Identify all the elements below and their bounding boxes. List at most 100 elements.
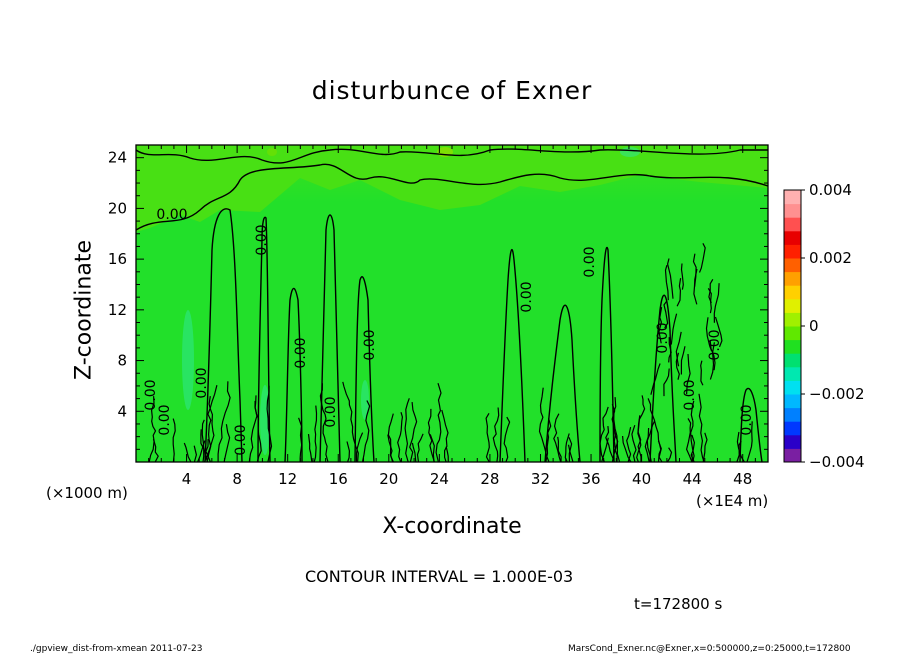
contour-noise <box>644 427 650 463</box>
contour-line <box>499 248 526 463</box>
contour-noise <box>626 426 632 463</box>
colorbar-swatch <box>784 448 801 463</box>
contour-line <box>135 163 769 231</box>
colorbar-swatch <box>784 380 801 395</box>
x-tick-label: 40 <box>632 470 651 488</box>
colorbar-swatch <box>784 190 801 205</box>
x-unit-left: (×1000 m) <box>46 484 128 502</box>
contour-noise <box>319 383 329 463</box>
contour-noise <box>441 409 449 463</box>
contour-noise <box>686 353 691 395</box>
contour-noise <box>698 393 705 463</box>
contour-label: 0.00 <box>655 322 671 353</box>
contour-noise <box>201 419 209 463</box>
contour-label: 0.00 <box>682 379 698 410</box>
contour-noise <box>690 400 695 463</box>
contour-noise <box>266 385 273 463</box>
contour-noise <box>307 434 313 463</box>
x-tick-label: 48 <box>733 470 752 488</box>
y-tick-label: 16 <box>108 250 127 268</box>
contour-noise <box>658 306 663 344</box>
x-tick-label: 32 <box>531 470 550 488</box>
colorbar-swatch <box>784 312 801 327</box>
contour-noise <box>714 316 723 348</box>
contour-noise <box>568 437 573 463</box>
colorbar-swatch <box>784 407 801 422</box>
upper-positive-region <box>136 145 768 232</box>
contour-noise <box>599 406 609 463</box>
contour-label: 0.00 <box>156 207 187 223</box>
contour-noise <box>698 243 706 273</box>
x-tick-label: 24 <box>430 470 449 488</box>
contour-label: 0.00 <box>323 396 339 427</box>
footer-right: MarsCond_Exner.nc@Exner,x=0:500000,z=0:2… <box>568 644 851 654</box>
contour-noise <box>355 432 364 462</box>
contour-noise <box>668 337 672 363</box>
contour-noise <box>680 263 684 290</box>
contour-noise <box>692 253 697 287</box>
y-tick-label: 8 <box>117 352 127 370</box>
contour-noise <box>736 440 742 463</box>
contour-noise <box>713 283 720 323</box>
contour-noise <box>538 387 550 463</box>
contour-label: 0.00 <box>157 404 173 435</box>
contour-noise <box>666 258 674 299</box>
colorbar-tick-label: 0 <box>809 317 819 335</box>
colorbar-tick-label: 0.002 <box>809 249 852 267</box>
negative-patch <box>182 310 194 410</box>
x-tick-label: 44 <box>683 470 702 488</box>
negative-patch <box>361 380 369 420</box>
colorbar: 0.004 0.002 0 −0.002 −0.004 <box>783 181 865 471</box>
y-tick-label: 20 <box>108 199 127 217</box>
contour-noise <box>397 412 404 463</box>
contour-noise <box>685 418 693 463</box>
contour-noise <box>663 300 669 329</box>
x-axis-label-text: X-coordinate <box>382 514 522 539</box>
contour-noise <box>545 417 552 463</box>
contour-noise <box>647 398 662 463</box>
colorbar-swatch <box>784 353 801 368</box>
contour-line <box>354 276 375 463</box>
y-tick-label: 24 <box>108 149 127 167</box>
contour-line <box>135 148 768 164</box>
x-unit-right: (×1E4 m) <box>696 492 769 510</box>
contour-label: 0.00 <box>143 379 159 410</box>
colorbar-swatch <box>784 326 801 341</box>
contour-noise <box>746 421 753 463</box>
colorbar-swatch <box>784 434 801 449</box>
contour-label: 0.00 <box>582 246 598 277</box>
colorbar-swatch <box>784 217 801 232</box>
colorbar-swatch <box>784 271 801 286</box>
colorbar-swatch <box>784 339 801 354</box>
contour-noise <box>445 446 449 463</box>
contour-noise <box>248 395 258 463</box>
contour-noise <box>193 445 198 463</box>
contour-line <box>257 216 271 463</box>
contour-noise <box>702 432 708 463</box>
contour-label: 0.00 <box>254 224 270 255</box>
colorbar-tick-label: −0.004 <box>809 453 865 471</box>
y-tick-label: 4 <box>117 402 127 420</box>
x-tick-label: 20 <box>379 470 398 488</box>
contour-noise <box>342 381 359 463</box>
colorbar-tick-label: −0.002 <box>809 385 865 403</box>
contour-noise <box>346 441 351 463</box>
contour-line <box>204 208 243 463</box>
colorbar-tick-label: 0.004 <box>809 181 852 199</box>
x-tick-label: 36 <box>581 470 600 488</box>
contour-noise <box>387 413 394 463</box>
contour-label: 0.00 <box>233 424 249 455</box>
contour-noise <box>409 402 418 463</box>
contour-noise <box>411 442 417 463</box>
colorbar-swatch <box>784 230 801 245</box>
negative-patch <box>620 147 640 157</box>
contour-noise <box>676 278 682 307</box>
footer-left: ./gpview_dist-from-xmean 2011-07-23 <box>30 644 203 654</box>
contour-label: 0.00 <box>194 367 210 398</box>
contour-noise <box>298 417 303 462</box>
colorbar-swatch <box>784 258 801 273</box>
contour-noise <box>693 268 698 305</box>
contour-noise <box>611 403 619 463</box>
